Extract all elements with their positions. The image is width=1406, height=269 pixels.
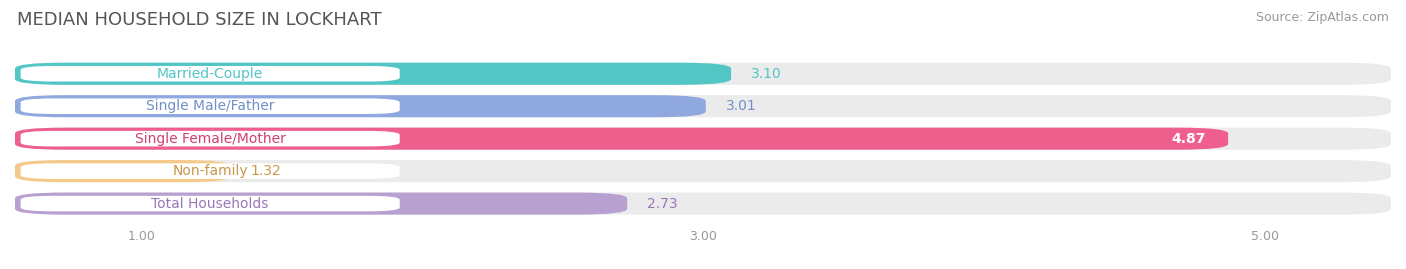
FancyBboxPatch shape xyxy=(15,193,627,215)
Text: 3.10: 3.10 xyxy=(751,67,782,81)
FancyBboxPatch shape xyxy=(15,160,231,182)
Text: Single Female/Mother: Single Female/Mother xyxy=(135,132,285,146)
FancyBboxPatch shape xyxy=(15,160,1391,182)
FancyBboxPatch shape xyxy=(21,196,399,211)
FancyBboxPatch shape xyxy=(15,128,1227,150)
FancyBboxPatch shape xyxy=(15,63,731,85)
Text: 2.73: 2.73 xyxy=(647,197,678,211)
FancyBboxPatch shape xyxy=(15,128,1391,150)
FancyBboxPatch shape xyxy=(15,63,1391,85)
Text: Married-Couple: Married-Couple xyxy=(157,67,263,81)
FancyBboxPatch shape xyxy=(21,131,399,146)
Text: Source: ZipAtlas.com: Source: ZipAtlas.com xyxy=(1256,11,1389,24)
FancyBboxPatch shape xyxy=(15,193,1391,215)
Text: 1.32: 1.32 xyxy=(250,164,281,178)
FancyBboxPatch shape xyxy=(15,95,706,117)
FancyBboxPatch shape xyxy=(15,95,1391,117)
Text: Single Male/Father: Single Male/Father xyxy=(146,99,274,113)
FancyBboxPatch shape xyxy=(21,66,399,82)
FancyBboxPatch shape xyxy=(21,98,399,114)
Text: 4.87: 4.87 xyxy=(1171,132,1206,146)
FancyBboxPatch shape xyxy=(21,163,399,179)
Text: Non-family: Non-family xyxy=(173,164,247,178)
Text: Total Households: Total Households xyxy=(152,197,269,211)
Text: MEDIAN HOUSEHOLD SIZE IN LOCKHART: MEDIAN HOUSEHOLD SIZE IN LOCKHART xyxy=(17,11,381,29)
Text: 3.01: 3.01 xyxy=(725,99,756,113)
